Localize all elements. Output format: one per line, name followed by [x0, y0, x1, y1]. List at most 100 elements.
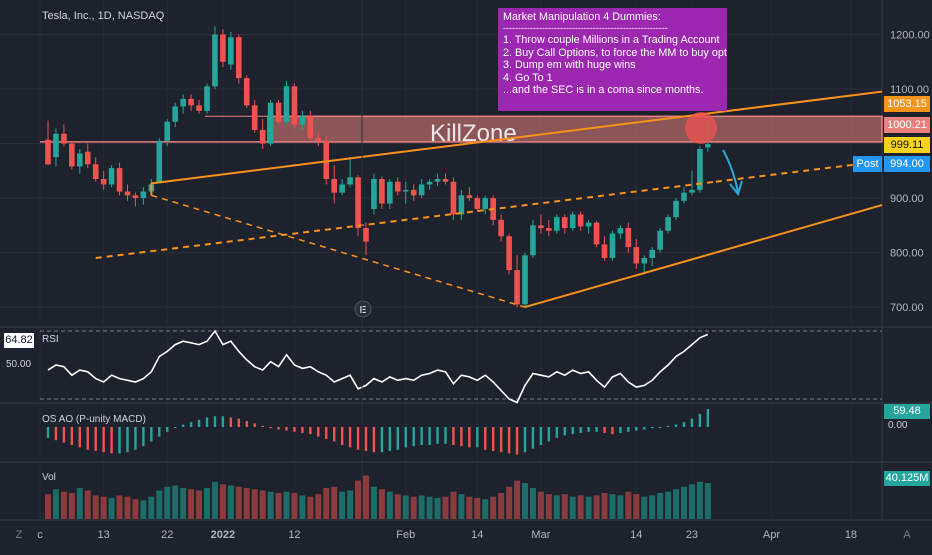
- macd-bar: [174, 427, 177, 428]
- macd-bar: [46, 427, 50, 438]
- symbol-header[interactable]: Tesla, Inc., 1D, NASDAQ: [42, 10, 165, 22]
- mid-channel-extension: [715, 160, 883, 183]
- macd-bar: [261, 425, 264, 427]
- candle-body: [625, 228, 632, 248]
- macd-bar: [317, 427, 320, 437]
- macd-bar: [229, 417, 233, 427]
- candle-body: [259, 129, 266, 144]
- volume-bar: [498, 492, 505, 519]
- candle-body: [522, 255, 528, 305]
- lower-channel-extension: [715, 204, 883, 254]
- candle-body: [84, 151, 91, 165]
- volume-bars: [45, 475, 711, 519]
- volume-label[interactable]: Vol: [42, 472, 56, 483]
- note-box[interactable]: Market Manipulation 4 Dummies: ---------…: [498, 8, 727, 111]
- macd-bar: [579, 427, 582, 433]
- macd-bar: [539, 427, 543, 445]
- rsi-value-box: 64.82: [4, 333, 34, 348]
- candle-body: [530, 225, 536, 256]
- volume-bar: [116, 495, 123, 519]
- candle-body: [569, 214, 576, 229]
- price-tag-zone-top: 1000.21: [884, 117, 930, 133]
- volume-bar: [458, 494, 465, 519]
- arrow-annotation: [722, 149, 743, 197]
- post-market-label: Post: [853, 156, 882, 172]
- macd-bar: [674, 424, 678, 427]
- candle-body: [299, 116, 306, 125]
- volume-bar: [641, 496, 648, 519]
- note-title: Market Manipulation 4 Dummies:: [503, 11, 661, 23]
- highlight-circle: [685, 112, 717, 144]
- volume-bar: [681, 486, 687, 519]
- macd-bar: [197, 419, 201, 427]
- macd-bar: [70, 427, 74, 445]
- volume-bar: [211, 481, 218, 519]
- macd-bar: [86, 427, 89, 450]
- note-separator: ----------------------------------------…: [503, 23, 668, 34]
- macd-bar: [555, 427, 558, 438]
- candle-body: [180, 98, 186, 107]
- macd-zero-label: 0.00: [888, 420, 908, 431]
- earnings-letter-icon: E: [360, 305, 367, 316]
- macd-bar: [364, 427, 368, 451]
- volume-bar: [124, 496, 131, 519]
- volume-bar: [355, 480, 362, 519]
- candle-body: [315, 138, 322, 141]
- volume-bar: [363, 475, 369, 519]
- mid-channel-line: [95, 180, 716, 260]
- candle-body: [402, 189, 409, 192]
- macd-bar: [309, 427, 312, 435]
- volume-bar: [60, 491, 67, 519]
- volume-bar: [219, 484, 226, 519]
- volume-bar: [490, 496, 497, 519]
- candle-body: [283, 86, 290, 122]
- price-tag-last: 999.11: [884, 137, 930, 153]
- macd-label[interactable]: OS AO (P-unity MACD): [42, 414, 146, 425]
- price-tick-label: 900.00: [890, 193, 924, 205]
- time-tick-label: Feb: [396, 529, 415, 541]
- earnings-marker[interactable]: E: [354, 300, 372, 318]
- macd-bar: [698, 413, 702, 427]
- volume-bar: [593, 495, 600, 519]
- price-tag-upper-trend: 1053.15: [884, 96, 930, 112]
- volume-bar: [410, 496, 417, 519]
- macd-value-box: 59.48: [884, 404, 930, 419]
- macd-bar: [277, 427, 280, 430]
- volume-bar: [609, 494, 616, 519]
- volume-bar: [227, 485, 234, 519]
- volume-bar: [275, 492, 282, 519]
- note-line: 4. Go To 1: [503, 71, 553, 84]
- candle-body: [705, 144, 711, 148]
- candle-body: [323, 140, 330, 179]
- volume-bar: [339, 491, 346, 519]
- macd-bar: [372, 427, 376, 453]
- volume-bar: [108, 497, 115, 519]
- down-arrow-icon: [722, 149, 739, 193]
- auto-scale-button[interactable]: A: [903, 529, 911, 541]
- candle-body: [665, 217, 671, 231]
- rsi-label[interactable]: RSI: [42, 334, 59, 345]
- candle-body: [395, 181, 401, 192]
- volume-bar: [418, 495, 425, 519]
- volume-bar: [434, 497, 441, 519]
- candles: [45, 26, 711, 308]
- volume-bar: [307, 496, 314, 519]
- candle-body: [450, 181, 457, 215]
- macd-bar: [221, 416, 225, 427]
- macd-bar: [285, 427, 288, 431]
- volume-bar: [204, 488, 210, 519]
- candle-body: [585, 222, 592, 227]
- macd-bar: [166, 427, 169, 432]
- zoom-reset-button[interactable]: Z: [15, 529, 23, 541]
- macd-bar: [436, 427, 439, 444]
- macd-bar: [499, 427, 503, 453]
- candle-body: [514, 270, 520, 305]
- price-tick-label: 800.00: [890, 248, 924, 260]
- volume-bar: [140, 500, 147, 519]
- killzone-rect[interactable]: [267, 115, 883, 143]
- time-axis-labels: c 13 22 2022 12 Feb 14 Mar 14 23 Apr 18: [37, 529, 857, 541]
- macd-bar: [126, 427, 129, 453]
- volume-bar: [402, 495, 409, 519]
